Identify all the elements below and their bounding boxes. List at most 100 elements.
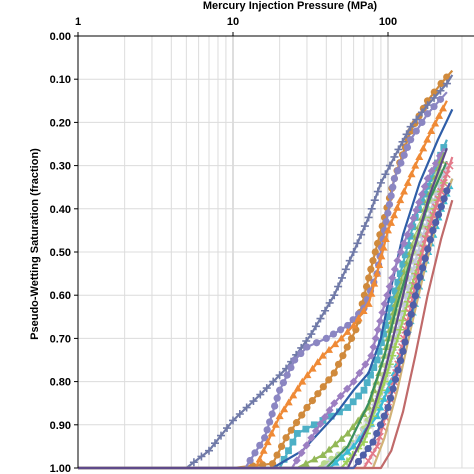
series-marker bbox=[387, 304, 394, 312]
series-marker bbox=[302, 441, 311, 450]
series-marker bbox=[384, 403, 392, 412]
x-tick-labels: 1 10 100 bbox=[75, 16, 397, 36]
series-marker bbox=[389, 296, 397, 303]
series-marker bbox=[311, 426, 320, 435]
series-marker bbox=[280, 455, 288, 463]
series-marker bbox=[266, 418, 274, 426]
series-marker bbox=[403, 329, 411, 337]
y-tick-label: 0.40 bbox=[50, 204, 71, 216]
series-marker bbox=[381, 170, 390, 179]
series-marker bbox=[349, 316, 357, 324]
series-marker bbox=[287, 363, 295, 372]
y-tick-label: 0.50 bbox=[50, 247, 71, 259]
series-marker bbox=[292, 456, 301, 465]
series-marker bbox=[347, 334, 356, 342]
series-marker bbox=[381, 235, 390, 243]
series-marker bbox=[385, 161, 394, 170]
series-marker bbox=[423, 101, 432, 110]
series-marker bbox=[396, 196, 405, 204]
series-marker bbox=[336, 408, 343, 416]
series-marker bbox=[390, 152, 399, 161]
series-marker bbox=[373, 356, 381, 364]
series-marker bbox=[396, 325, 405, 334]
series-marker bbox=[271, 402, 279, 410]
series-marker bbox=[268, 460, 277, 468]
series-marker bbox=[393, 203, 402, 211]
series-marker bbox=[280, 405, 289, 413]
series-marker bbox=[423, 135, 432, 143]
series-marker bbox=[430, 93, 439, 102]
series-marker bbox=[327, 412, 335, 420]
series-marker bbox=[297, 448, 306, 457]
series-marker bbox=[235, 410, 244, 418]
series-marker bbox=[310, 455, 319, 463]
y-axis-title: Pseudo-Wetting Saturation (fraction) bbox=[29, 148, 41, 340]
series-marker bbox=[262, 384, 271, 393]
series-marker bbox=[269, 377, 278, 386]
y-tick-label: 0.30 bbox=[50, 161, 71, 173]
series-marker bbox=[373, 187, 382, 196]
series-marker bbox=[354, 314, 363, 322]
series-marker bbox=[303, 371, 312, 379]
series-marker bbox=[344, 321, 352, 330]
series-marker bbox=[343, 384, 352, 393]
series-marker bbox=[307, 330, 316, 339]
series-marker bbox=[407, 136, 415, 144]
series-marker bbox=[287, 426, 295, 434]
x-tick-label: 10 bbox=[227, 16, 239, 28]
series-layer bbox=[78, 69, 454, 470]
series-marker bbox=[321, 306, 330, 315]
series-marker bbox=[291, 356, 299, 364]
series-marker bbox=[256, 390, 265, 399]
x-axis-title: Mercury Injection Pressure (MPa) bbox=[203, 0, 378, 12]
series-marker bbox=[255, 455, 264, 463]
series-marker bbox=[331, 440, 340, 448]
series-marker bbox=[229, 416, 237, 425]
series-marker bbox=[263, 426, 271, 434]
series-marker bbox=[384, 209, 392, 217]
y-tick-labels: 0.00 0.10 0.20 0.30 0.40 0.50 0.60 0.70 0.80 0.90… bbox=[50, 31, 78, 474]
series-marker bbox=[276, 386, 284, 394]
x-tick-label: 100 bbox=[379, 16, 397, 28]
series-marker bbox=[363, 379, 371, 387]
series-marker bbox=[360, 386, 368, 394]
series-marker bbox=[426, 236, 434, 244]
series-marker bbox=[396, 248, 405, 256]
series-marker bbox=[398, 137, 407, 146]
series-marker bbox=[431, 119, 440, 127]
series-marker bbox=[442, 170, 451, 179]
series-marker bbox=[435, 111, 444, 119]
series-marker bbox=[197, 452, 206, 461]
series-marker bbox=[268, 410, 276, 418]
series-marker bbox=[321, 413, 330, 422]
series-marker bbox=[390, 265, 399, 274]
series-marker bbox=[411, 161, 420, 169]
series-marker bbox=[399, 260, 407, 268]
series-marker bbox=[432, 218, 440, 227]
series-marker bbox=[415, 152, 424, 160]
series-marker bbox=[419, 144, 428, 152]
series-marker bbox=[303, 403, 311, 412]
series-marker bbox=[364, 456, 373, 465]
series-marker bbox=[400, 151, 408, 159]
series-marker bbox=[437, 79, 445, 88]
series-marker bbox=[364, 444, 372, 453]
series-18 bbox=[78, 147, 448, 470]
series-marker bbox=[369, 257, 377, 265]
series-marker bbox=[400, 187, 409, 195]
series-marker bbox=[380, 394, 389, 402]
series-marker bbox=[367, 265, 375, 273]
y-tick-label: 0.10 bbox=[50, 74, 71, 86]
series-marker bbox=[423, 110, 432, 118]
series-marker bbox=[397, 159, 405, 167]
series-marker bbox=[267, 429, 276, 437]
series-marker bbox=[263, 438, 272, 446]
series-marker bbox=[364, 299, 373, 307]
series-marker bbox=[437, 156, 446, 164]
series-marker bbox=[360, 222, 369, 231]
y-tick-label: 0.80 bbox=[50, 377, 71, 389]
series-marker bbox=[406, 122, 415, 131]
series-marker bbox=[282, 434, 290, 442]
series-marker bbox=[348, 422, 357, 430]
series-marker bbox=[343, 429, 352, 437]
